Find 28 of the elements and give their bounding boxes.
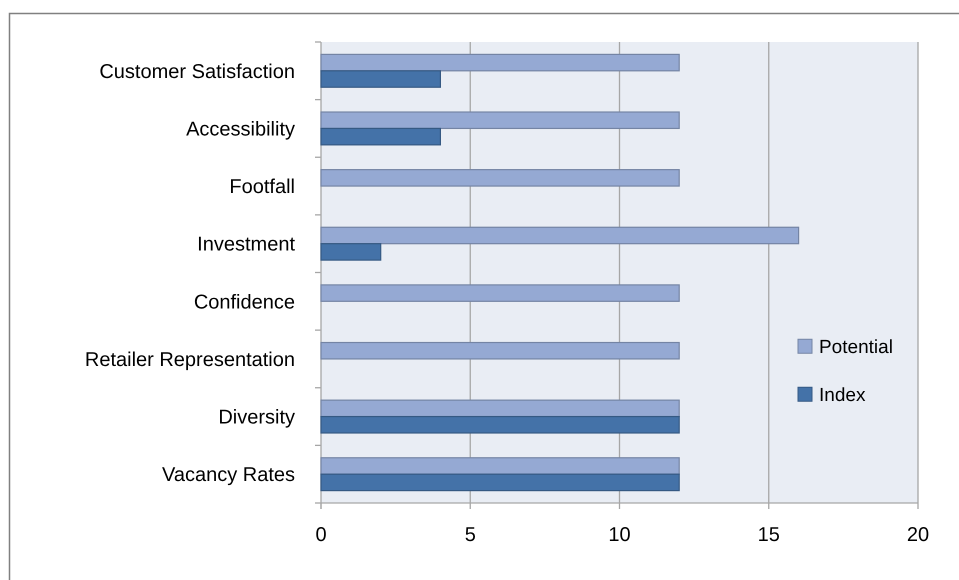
y-tick-label: Accessibility <box>186 118 295 140</box>
x-tick-label: 5 <box>464 524 476 546</box>
y-tick-label: Footfall <box>229 176 295 198</box>
bar <box>320 54 680 72</box>
bar <box>320 226 800 244</box>
bar <box>320 342 680 360</box>
legend-label: Potential <box>819 336 893 358</box>
y-tick-label: Retailer Representation <box>84 348 295 371</box>
x-tick-label: 0 <box>315 524 327 546</box>
bar <box>320 284 680 302</box>
x-tick-label: 20 <box>906 524 930 546</box>
bar <box>320 243 382 261</box>
y-tick-label: Investment <box>197 234 296 256</box>
bar <box>320 169 680 187</box>
bar <box>320 416 680 434</box>
x-tick-label: 10 <box>608 524 631 546</box>
y-tick-label: Vacancy Rates <box>162 464 295 486</box>
bar <box>320 400 680 418</box>
bar <box>320 128 441 146</box>
y-tick-label: Confidence <box>194 291 295 314</box>
y-tick-label: Diversity <box>218 406 295 429</box>
x-tick-label: 15 <box>758 524 780 546</box>
y-tick-label: Customer Satisfaction <box>99 60 295 83</box>
bar <box>320 457 680 475</box>
legend-label: Index <box>819 384 866 406</box>
bar <box>320 111 680 130</box>
bar <box>320 474 680 492</box>
bar <box>320 70 441 88</box>
